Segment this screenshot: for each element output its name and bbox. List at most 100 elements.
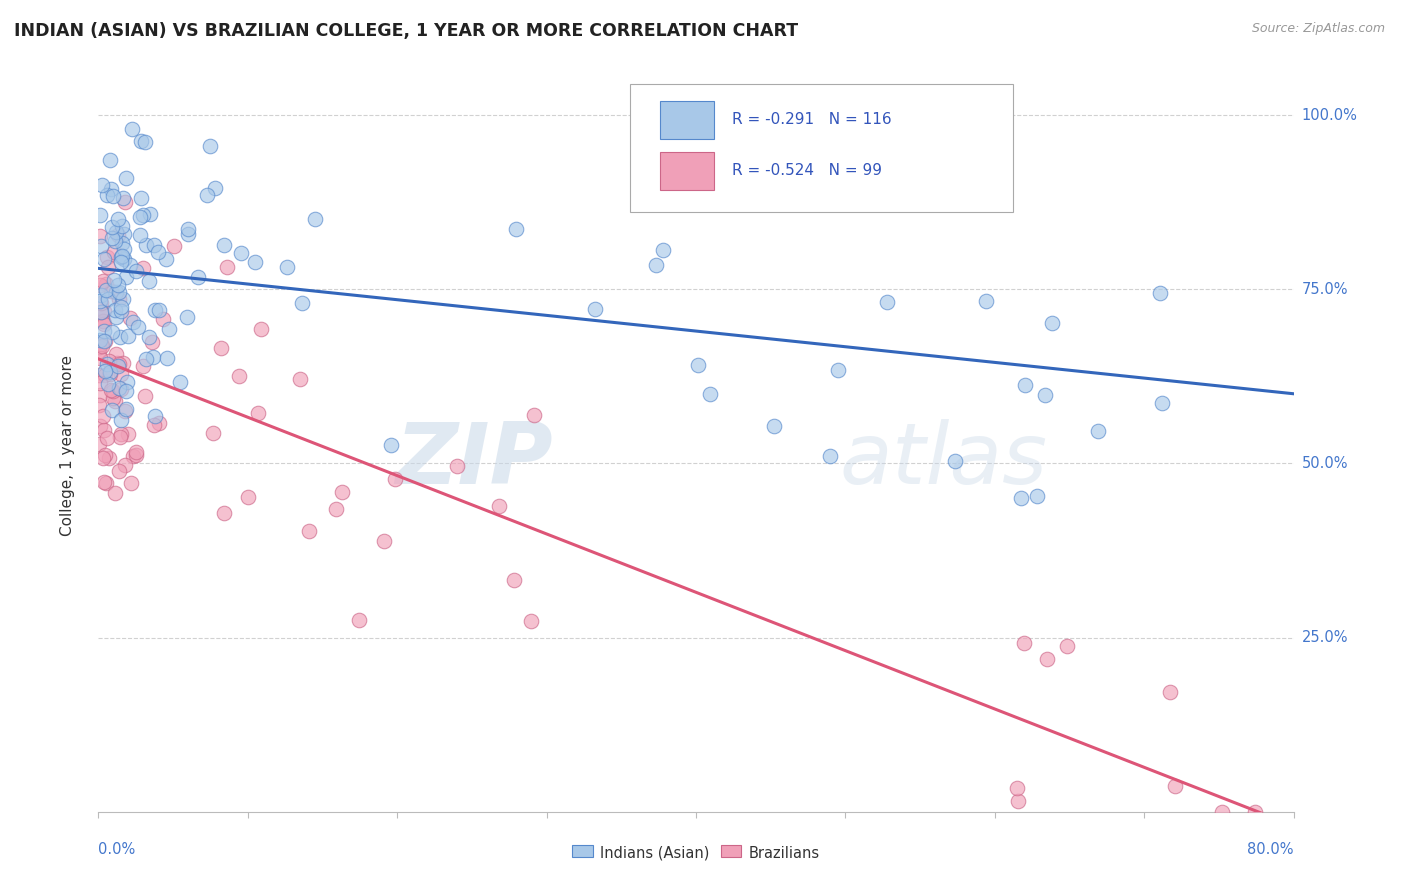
Point — [384, 472, 406, 486]
Point — [111, 249, 134, 263]
Point — [209, 341, 232, 355]
Point — [112, 227, 135, 241]
Point — [121, 122, 143, 136]
Point — [104, 310, 127, 325]
Text: R = -0.524   N = 99: R = -0.524 N = 99 — [733, 162, 882, 178]
Point — [107, 359, 129, 373]
Point — [243, 254, 266, 268]
Point — [110, 427, 132, 442]
Point — [93, 252, 115, 266]
Point — [114, 458, 136, 473]
Point — [107, 212, 129, 227]
Point — [118, 311, 141, 326]
Point — [93, 334, 115, 348]
Point — [1007, 794, 1029, 808]
Point — [162, 238, 184, 252]
Point — [91, 314, 114, 328]
Point — [446, 458, 468, 473]
Point — [97, 377, 120, 392]
Point — [523, 408, 546, 422]
Point — [93, 317, 115, 331]
Point — [90, 304, 112, 318]
Point — [148, 302, 170, 317]
Point — [332, 485, 354, 500]
Point — [101, 403, 124, 417]
Point — [104, 394, 127, 409]
Point — [686, 358, 709, 372]
Point — [105, 346, 128, 360]
Point — [1211, 805, 1233, 819]
Point — [115, 270, 138, 285]
Point — [1056, 639, 1078, 653]
Y-axis label: College, 1 year or more: College, 1 year or more — [60, 356, 75, 536]
Point — [143, 237, 166, 252]
Point — [101, 189, 124, 203]
Bar — [661, 152, 714, 190]
Point — [1243, 805, 1265, 819]
Point — [94, 476, 117, 491]
Point — [135, 237, 157, 252]
Point — [98, 153, 121, 168]
Point — [110, 250, 132, 264]
Point — [238, 490, 260, 504]
Point — [148, 417, 170, 431]
Point — [204, 181, 226, 195]
Point — [101, 231, 124, 245]
Point — [96, 188, 118, 202]
Point — [112, 356, 135, 370]
Point — [101, 392, 124, 406]
Point — [212, 238, 235, 252]
Point — [124, 448, 146, 462]
Text: 80.0%: 80.0% — [1247, 842, 1294, 857]
Point — [108, 381, 131, 395]
Point — [108, 330, 131, 344]
Point — [104, 303, 127, 318]
Point — [143, 417, 166, 432]
Point — [380, 438, 402, 452]
Point — [100, 219, 122, 234]
Point — [89, 278, 111, 293]
Point — [104, 486, 127, 500]
Point — [89, 368, 111, 382]
Point — [111, 236, 134, 251]
Point — [138, 274, 160, 288]
Point — [129, 210, 152, 224]
Text: INDIAN (ASIAN) VS BRAZILIAN COLLEGE, 1 YEAR OR MORE CORRELATION CHART: INDIAN (ASIAN) VS BRAZILIAN COLLEGE, 1 Y… — [14, 22, 799, 40]
Point — [325, 501, 347, 516]
Text: 50.0%: 50.0% — [1302, 456, 1348, 471]
Point — [122, 449, 145, 463]
Point — [93, 475, 115, 489]
Point — [1033, 388, 1056, 402]
Point — [98, 367, 121, 381]
Point — [94, 334, 117, 348]
Point — [132, 260, 155, 275]
Point — [104, 235, 127, 249]
Point — [127, 320, 149, 334]
Text: 100.0%: 100.0% — [1302, 108, 1358, 122]
Point — [246, 406, 269, 420]
Point — [146, 244, 169, 259]
Point — [91, 338, 114, 352]
Bar — [661, 101, 714, 139]
Point — [114, 194, 136, 209]
Point — [143, 303, 166, 318]
Point — [96, 431, 118, 445]
Point — [93, 274, 115, 288]
Point — [142, 350, 165, 364]
Point — [101, 326, 124, 340]
Point — [112, 242, 135, 256]
Point — [1149, 285, 1171, 300]
Point — [520, 614, 543, 628]
Point — [105, 355, 128, 369]
Point — [107, 228, 129, 243]
Point — [91, 314, 114, 328]
Point — [89, 344, 111, 359]
Point — [98, 353, 121, 368]
Point — [1159, 685, 1181, 699]
Point — [1026, 489, 1049, 503]
Point — [934, 192, 956, 206]
Point — [91, 450, 114, 465]
Point — [89, 340, 111, 354]
Point — [699, 387, 721, 401]
Point — [108, 292, 131, 306]
